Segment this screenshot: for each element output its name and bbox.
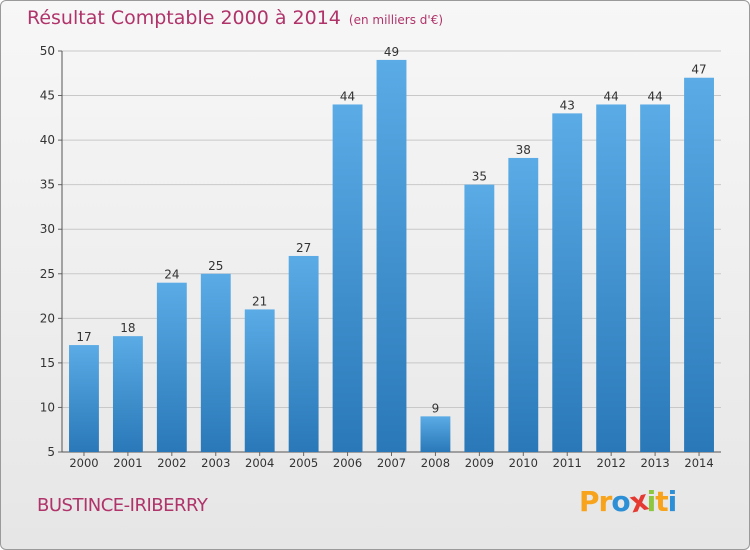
data-label-2014: 47 xyxy=(691,63,706,77)
bar-2002 xyxy=(156,282,187,452)
bar-2003 xyxy=(200,273,231,452)
y-tick-label: 15 xyxy=(40,356,55,370)
y-tick-label: 45 xyxy=(40,89,55,103)
data-label-2008: 9 xyxy=(432,401,440,415)
logo-letter: P xyxy=(579,485,600,518)
bar-2012 xyxy=(596,104,627,452)
y-tick-label: 30 xyxy=(40,222,55,236)
data-label-2011: 43 xyxy=(560,98,575,112)
commune-name: BUSTINCE-IRIBERRY xyxy=(37,495,208,516)
y-tick-label: 25 xyxy=(40,267,55,281)
bar-2000 xyxy=(69,345,99,452)
data-label-2009: 35 xyxy=(472,170,487,184)
x-tick-label-2007: 2007 xyxy=(377,456,406,470)
x-tick-label-2009: 2009 xyxy=(465,456,494,470)
bar-2004 xyxy=(244,309,275,452)
bar-2005 xyxy=(288,255,319,452)
x-tick-label-2002: 2002 xyxy=(157,456,186,470)
y-tick-label: 20 xyxy=(40,311,55,325)
bar-2014 xyxy=(684,77,714,452)
x-tick-label-2014: 2014 xyxy=(684,456,713,470)
bar-2001 xyxy=(112,336,143,452)
x-tick-label-2010: 2010 xyxy=(509,456,538,470)
x-tick-label-2000: 2000 xyxy=(69,456,98,470)
x-tick-label-2008: 2008 xyxy=(421,456,450,470)
bar-2008 xyxy=(420,416,451,452)
data-label-2013: 44 xyxy=(647,89,662,103)
bar-2011 xyxy=(552,113,583,452)
x-tick-label-2006: 2006 xyxy=(333,456,362,470)
data-label-2004: 21 xyxy=(252,294,267,308)
title-text: Résultat Comptable 2000 à 2014 xyxy=(27,7,341,29)
x-tick-label-2012: 2012 xyxy=(597,456,626,470)
x-tick-label-2004: 2004 xyxy=(245,456,274,470)
logo-letter: r xyxy=(598,485,613,518)
data-label-2010: 38 xyxy=(516,143,531,157)
title-unit: (en milliers d'€) xyxy=(348,13,444,27)
x-tick-label-2003: 2003 xyxy=(201,456,230,470)
y-tick-label: 10 xyxy=(40,400,55,414)
x-tick-label-2001: 2001 xyxy=(113,456,142,470)
y-tick-label: 35 xyxy=(40,178,55,192)
y-tick-label: 40 xyxy=(40,133,55,147)
bar-2006 xyxy=(332,104,363,452)
x-tick-label-2005: 2005 xyxy=(289,456,318,470)
logo-letter: i xyxy=(667,485,678,518)
bar-2007 xyxy=(376,59,407,453)
x-tick-label-2011: 2011 xyxy=(553,456,582,470)
data-label-2001: 18 xyxy=(120,321,135,335)
data-label-2005: 27 xyxy=(296,241,311,255)
y-tick-label: 50 xyxy=(40,44,55,58)
proxiti-logo[interactable]: Proxiti xyxy=(579,484,678,520)
y-tick-label: 5 xyxy=(47,445,55,459)
logo-letter: i xyxy=(646,485,657,518)
bar-2009 xyxy=(464,184,495,452)
chart-title: Résultat Comptable 2000 à 2014 (en millie… xyxy=(27,7,443,29)
data-label-2003: 25 xyxy=(208,259,223,273)
data-label-2007: 49 xyxy=(384,45,399,59)
x-tick-label-2013: 2013 xyxy=(640,456,669,470)
logo-letter: t xyxy=(655,485,668,518)
bar-2010 xyxy=(508,157,539,452)
bar-2013 xyxy=(640,104,671,452)
data-label-2006: 44 xyxy=(340,89,355,103)
logo-letter: o xyxy=(611,485,630,518)
data-label-2002: 24 xyxy=(164,268,179,282)
data-label-2000: 17 xyxy=(76,330,91,344)
data-label-2012: 44 xyxy=(604,89,619,103)
